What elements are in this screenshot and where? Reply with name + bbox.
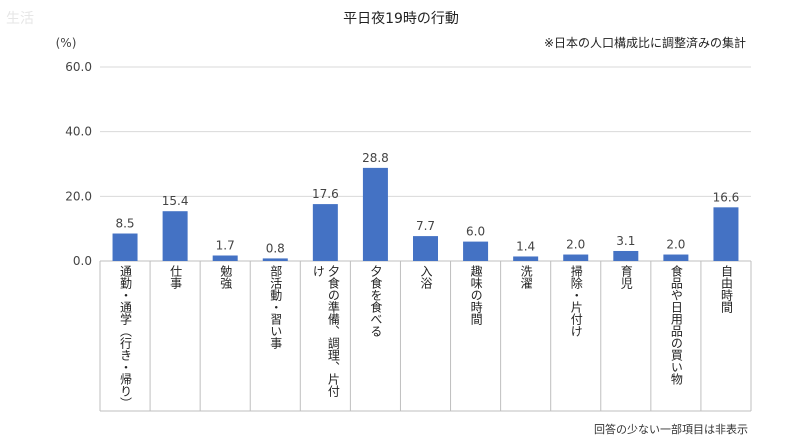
bar [312,204,338,261]
y-tick-label: 40.0 [65,125,92,139]
x-category-label: 夕食の準備、調理、片付け [311,265,341,397]
value-label: 3.1 [616,234,635,248]
value-label: 7.7 [416,219,435,233]
bar [663,254,689,261]
x-category-label: 勉強 [218,265,233,289]
x-category-label: 仕事 [168,265,183,289]
bar [563,254,589,261]
x-category-label: 趣味の時間 [469,265,484,325]
x-category-label: 夕食を食べる [368,265,383,337]
bar [713,207,739,261]
value-label: 0.8 [266,241,285,255]
y-tick-label: 20.0 [65,189,92,203]
x-category-label: 入浴 [419,265,433,289]
chart-title: 平日夜19時の行動 [343,11,459,27]
bar [463,241,489,261]
bar [613,250,639,261]
bar [262,258,288,261]
bar [413,236,438,261]
footnote: 回答の少ない一部項目は非表示 [594,422,748,436]
bar [212,255,238,261]
y-unit-label: (%) [56,36,77,50]
x-category-label: 通勤・通学（行き・帰り） [118,265,133,409]
adjustment-note: ※日本の人口構成比に調整済みの集計 [544,35,746,50]
x-category-label: 育児 [619,265,634,289]
value-label: 8.5 [115,217,134,231]
x-category-label: 自由時間 [719,265,734,313]
value-label: 16.6 [713,190,740,204]
value-label: 15.4 [162,194,189,208]
corner-watermark: 生活 [6,11,34,27]
x-category-label: 食品や日用品の買い物 [669,265,684,385]
value-label: 2.0 [566,238,585,252]
bar [112,233,138,261]
x-category-label: 洗濯 [519,265,534,289]
bar [162,211,188,261]
value-label: 17.6 [312,187,339,201]
value-label: 28.8 [362,151,389,165]
value-label: 6.0 [466,225,485,239]
value-label: 1.4 [516,239,535,253]
x-category-label: 掃除・片付け [569,265,584,337]
value-label: 2.0 [666,238,685,252]
bar [362,167,388,261]
bar [513,256,539,261]
y-tick-label: 0.0 [73,254,92,268]
y-tick-label: 60.0 [65,60,92,74]
x-category-label: 部活動・習い事 [268,265,283,349]
value-label: 1.7 [216,239,235,253]
